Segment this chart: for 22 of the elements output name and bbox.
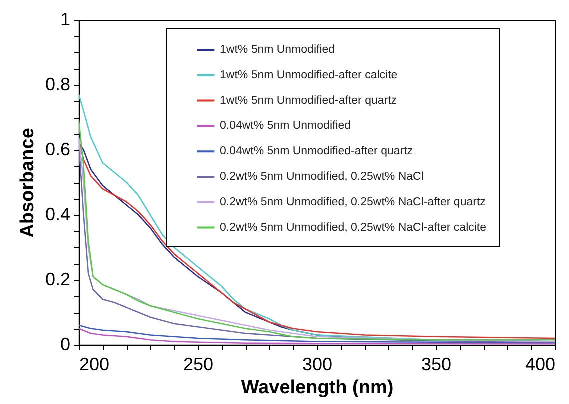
- x-tick-label: 350: [421, 354, 452, 374]
- y-tick-label: 0.8: [45, 74, 70, 94]
- y-tick-label: 0.2: [45, 270, 70, 290]
- legend-label: 1wt% 5nm Unmodified-after quartz: [220, 94, 398, 107]
- x-tick-label: 250: [183, 354, 214, 374]
- y-tick-label: 1: [60, 10, 70, 30]
- y-tick-label: 0.4: [45, 204, 70, 224]
- y-axis-title: Absorbance: [17, 128, 38, 238]
- y-tick-label: 0.6: [45, 140, 70, 160]
- legend-label: 0.2wt% 5nm Unmodified, 0.25wt% NaCl: [220, 171, 424, 183]
- x-tick-label: 200: [80, 354, 110, 374]
- legend-label: 1wt% 5nm Unmodified: [220, 44, 336, 56]
- legend-label: 1wt% 5nm Unmodified-after calcite: [220, 69, 398, 82]
- line-series: [79, 324, 555, 344]
- legend-label: 0.2wt% 5nm Unmodified, 0.25wt% NaCl-after calcite: [220, 222, 487, 234]
- x-axis-title: Wavelength (nm): [241, 378, 394, 398]
- y-tick-label: 0: [60, 334, 70, 354]
- x-tick-label: 300: [302, 354, 333, 374]
- legend-label: 0.04wt% 5nm Unmodified-after quartz: [220, 146, 414, 158]
- legend-label: 0.2wt% 5nm Unmodified, 0.25wt% NaCl-after quartz: [220, 196, 486, 208]
- x-tick-label: 400: [525, 354, 556, 374]
- legend-label: 0.04wt% 5nm Unmodified: [220, 120, 352, 132]
